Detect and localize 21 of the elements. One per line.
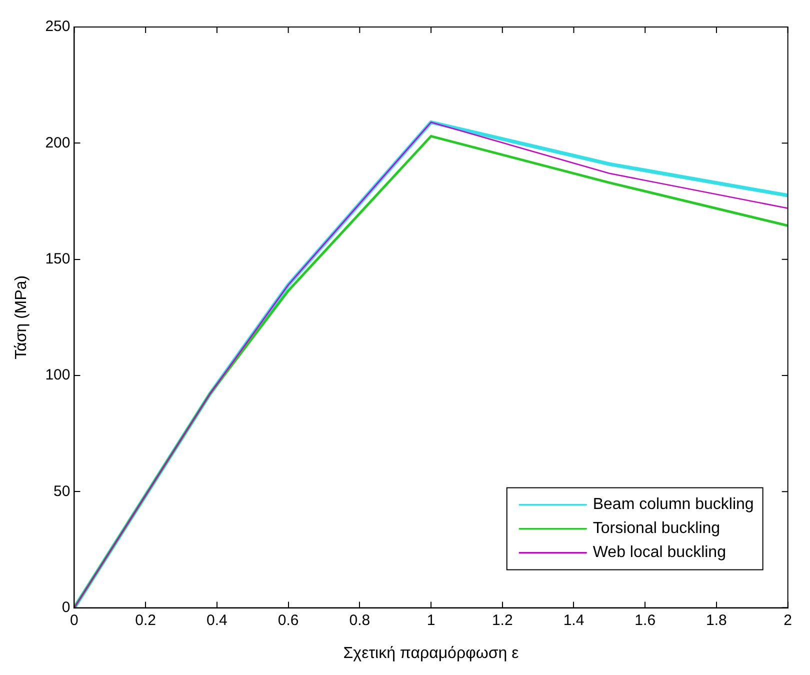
y-tick-label: 100 bbox=[45, 366, 70, 384]
x-axis-title: Σχετική παραμόρφωση ε bbox=[343, 644, 519, 662]
y-tick-label: 0 bbox=[62, 598, 70, 616]
x-tick-label: 1.4 bbox=[563, 612, 584, 629]
y-axis-title: Τάση (MPa) bbox=[13, 275, 30, 360]
y-tick-label: 200 bbox=[45, 134, 70, 152]
y-tick-label: 250 bbox=[45, 18, 70, 36]
legend-label: Beam column buckling bbox=[592, 496, 754, 514]
x-tick-label: 1.8 bbox=[706, 612, 727, 629]
x-tick-label: 0.6 bbox=[278, 612, 299, 629]
y-tick-label: 150 bbox=[45, 250, 70, 268]
x-tick-label: 1 bbox=[426, 612, 436, 629]
x-tick-label: 0.4 bbox=[206, 612, 228, 629]
legend-label: Torsional buckling bbox=[592, 520, 720, 538]
x-tick-label: 0.2 bbox=[135, 612, 156, 629]
x-tick-label: 0.8 bbox=[349, 612, 370, 629]
legend-label: Web local buckling bbox=[592, 544, 726, 562]
x-tick-label: 1.6 bbox=[634, 612, 656, 629]
x-tick-label: 1.2 bbox=[492, 612, 513, 629]
x-tick-label: 2 bbox=[784, 612, 792, 629]
y-tick-label: 50 bbox=[54, 482, 70, 500]
